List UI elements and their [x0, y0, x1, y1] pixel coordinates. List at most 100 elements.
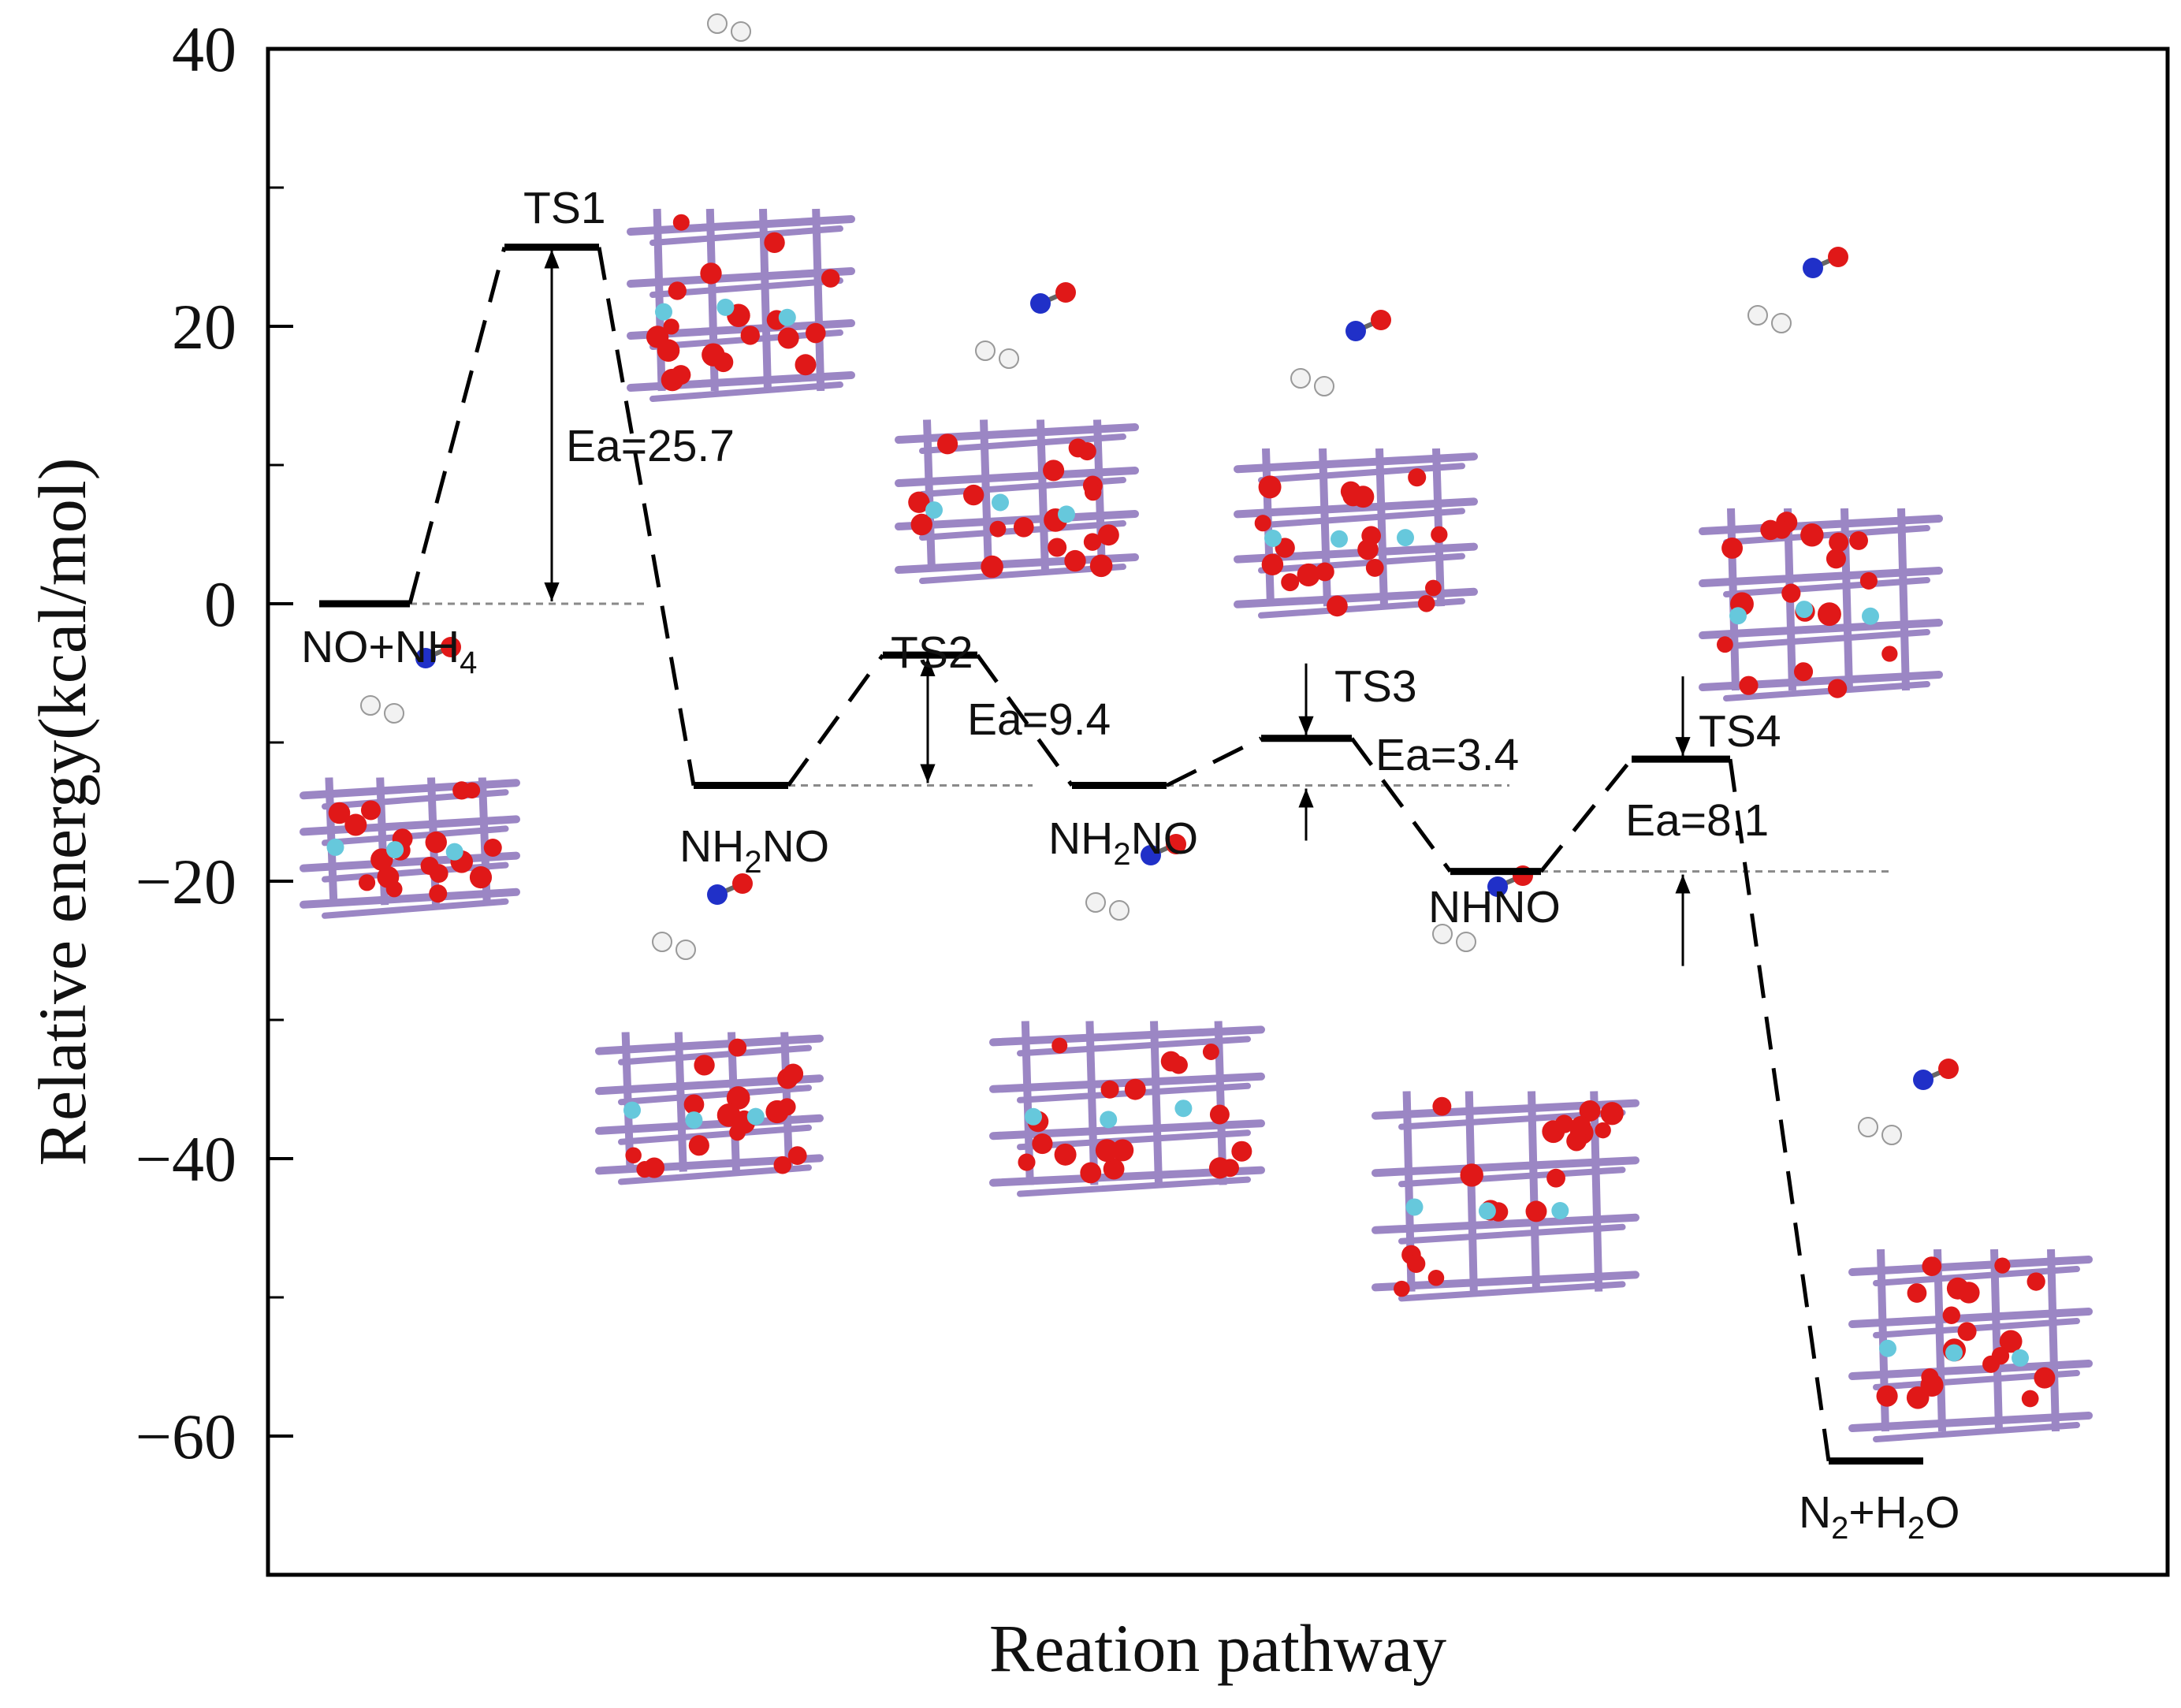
metal-bond: [1398, 1223, 1626, 1245]
catalyst-cluster: [300, 637, 520, 919]
oxygen-atom: [1828, 247, 1848, 267]
ion-atom: [1551, 1202, 1569, 1220]
oxygen-atom: [962, 484, 984, 506]
ion-atom: [1729, 607, 1747, 625]
ea-label: Ea=25.7: [566, 421, 735, 471]
oxygen-atom: [1202, 1043, 1219, 1060]
molecule-structures: [300, 13, 2093, 1442]
metal-bond: [674, 1032, 687, 1172]
ion-atom: [746, 1107, 765, 1126]
oxygen-atom: [806, 322, 826, 344]
metal-bond: [759, 208, 772, 392]
oxygen-atom: [1859, 571, 1878, 590]
oxygen-atom: [1124, 1078, 1146, 1100]
plot-frame: [266, 47, 2170, 1577]
oxygen-atom: [663, 318, 679, 335]
y-tick-label: −40: [136, 1123, 236, 1195]
catalyst-cluster: [1234, 310, 1478, 619]
oxygen-atom: [1077, 442, 1096, 461]
ion-atom: [1058, 505, 1075, 523]
metal-bond: [1085, 1021, 1099, 1185]
oxygen-atom: [1064, 549, 1086, 572]
oxygen-atom: [1394, 1280, 1410, 1297]
ion-atom: [445, 843, 463, 861]
oxygen-atom: [625, 1147, 642, 1164]
oxygen-atom: [1100, 1080, 1119, 1099]
pathway-connector: [975, 653, 1074, 787]
metal-bond: [1590, 1091, 1603, 1292]
oxygen-atom: [344, 813, 367, 836]
oxygen-atom: [1946, 1277, 1969, 1300]
metal-bond: [1873, 1318, 2080, 1338]
oxygen-atom: [1781, 583, 1801, 603]
oxygen-atom: [683, 1094, 705, 1115]
nitrogen-atom: [1345, 321, 1366, 341]
pathway-lines: [319, 244, 1923, 1465]
oxygen-atom: [1566, 1130, 1587, 1152]
hydrogen-atom: [1771, 313, 1792, 333]
ion-atom: [1100, 1111, 1118, 1129]
oxygen-atom: [1083, 533, 1102, 551]
ion-atom: [925, 501, 943, 519]
ea-label: Ea=9.4: [967, 694, 1111, 745]
metal-bond: [1398, 1167, 1626, 1188]
metal-bond: [923, 419, 936, 572]
metal-bond: [1933, 1248, 1946, 1432]
oxygen-atom: [1922, 1256, 1942, 1277]
x-axis-title: Reation pathway: [989, 1610, 1446, 1686]
oxygen-atom: [1773, 520, 1792, 539]
metal-bond: [300, 851, 520, 873]
metal-bond: [322, 898, 509, 919]
state-labels: NO+NH4 TS1 NH2NO TS2 NH2NO TS3 NHNO TS4 N2+H2O: [301, 183, 1960, 1546]
ion-atom: [655, 303, 672, 321]
ion-atom: [1478, 1202, 1496, 1220]
metal-bond: [653, 208, 666, 392]
metal-bond: [1150, 1021, 1163, 1185]
oxygen-atom: [377, 865, 400, 888]
hydrogen-atom: [1858, 1117, 1878, 1137]
oxygen-atom: [1542, 1120, 1565, 1144]
oxygen-atom: [360, 800, 381, 821]
oxygen-atom: [1942, 1306, 1960, 1324]
state-label: NHNO: [1428, 882, 1561, 932]
metal-bond: [1398, 1281, 1626, 1302]
oxygen-atom: [1111, 1139, 1134, 1162]
nitrogen-atom: [1030, 293, 1051, 314]
metal-bond: [1528, 1091, 1540, 1292]
oxygen-atom: [1907, 1283, 1927, 1303]
state-label: NO+NH4: [301, 622, 477, 680]
oxygen-atom: [1957, 1322, 1977, 1341]
oxygen-atom: [429, 884, 448, 903]
nitrogen-atom: [1487, 876, 1508, 897]
hydrogen-atom: [999, 348, 1019, 369]
oxygen-atom: [728, 1038, 747, 1057]
y-tick-label: −20: [136, 846, 236, 917]
oxygen-atom: [1546, 1168, 1565, 1188]
metal-bond: [1037, 419, 1049, 572]
pathway-connector: [1349, 737, 1453, 873]
hydrogen-atom: [975, 340, 996, 361]
oxygen-atom: [1921, 1368, 1939, 1386]
oxygen-atom: [1427, 1270, 1445, 1286]
oxygen-atom: [908, 491, 930, 513]
hydrogen-atom: [731, 21, 751, 42]
oxygen-atom: [732, 873, 753, 894]
pathway-connector: [408, 247, 507, 605]
pathway-connector: [786, 653, 885, 787]
oxygen-atom: [2021, 1390, 2039, 1408]
oxygen-atom: [1327, 595, 1348, 617]
oxygen-atom: [936, 434, 958, 455]
metal-bond: [812, 208, 825, 392]
ion-atom: [1264, 530, 1282, 548]
ion-atom: [623, 1101, 641, 1119]
metal-bond: [1017, 1129, 1251, 1151]
oxygen-atom: [1829, 532, 1849, 553]
hydrogen-atom: [652, 932, 672, 952]
ion-atom: [1796, 601, 1813, 619]
oxygen-atom: [1095, 1139, 1118, 1163]
oxygen-atom: [1721, 538, 1744, 559]
hydrogen-atom: [1881, 1125, 1902, 1145]
oxygen-atom: [1018, 1153, 1036, 1171]
oxygen-atom: [2027, 1272, 2045, 1291]
oxygen-atom: [910, 513, 932, 536]
